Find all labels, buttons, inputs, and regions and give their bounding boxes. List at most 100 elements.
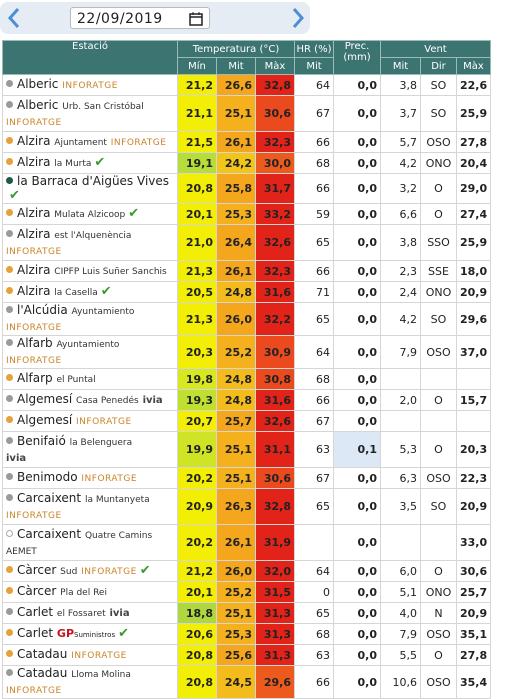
temp-max: 30,8 [255,368,295,390]
status-dot [6,80,13,87]
station-source: INFORATGE [6,510,62,521]
wind-mit: 3,5 [380,488,421,525]
station-name: Carlet [17,626,54,640]
status-dot [6,209,13,216]
station-source: INFORATGE [6,356,62,366]
wind-max: 30,6 [456,560,491,582]
humidity: 63 [294,431,334,468]
status-dot [6,629,13,636]
station-name: Alzira [17,155,51,169]
verified-check: ✔ [118,626,129,641]
status-dot [6,395,13,402]
station-source: ivia [109,608,130,619]
precipitation: 0,0 [333,389,381,411]
calendar-icon[interactable] [189,11,203,26]
station-name: Càrcer [17,563,57,577]
precipitation: 0,0 [333,131,381,153]
date-input[interactable]: 22/09/2019 [70,7,210,29]
station-cell: Alfarb Ayuntamiento INFORATGE [2,335,178,369]
station-name: Benimodo [17,470,78,484]
sub-header: Màx [255,57,295,75]
station-cell: Catadau Lloma Molina INFORATGE [2,665,178,699]
precipitation: 0,0 [333,203,381,225]
precipitation: 0,0 [333,368,381,390]
hr-header: HR (%) [294,40,334,58]
precipitation: 0,0 [333,302,381,336]
station-place: la Muntanyeta [84,494,150,505]
temp-mit: 26,1 [216,524,256,561]
wind-dir: O [420,389,457,411]
station-cell: Algemesí Casa Penedés ivia [2,389,178,411]
station-cell: Carlet GPSuministros ✔ [2,623,178,645]
humidity: 64 [294,335,334,369]
sub-header: Mit [380,57,421,75]
wind-mit: 6,3 [380,467,421,489]
station-row: Alzira CIPFP Luis Suñer Sanchis 21,3 26,1 3… [2,260,491,282]
station-name: Catadau [17,666,68,680]
temp-min: 20,6 [177,623,217,645]
temp-mit: 25,1 [216,602,256,624]
humidity: 67 [294,410,334,432]
wind-max: 33,0 [456,524,491,561]
status-dot [6,587,13,594]
status-dot [6,493,13,501]
temp-max: 32,8 [255,74,295,96]
wind-max: 20,9 [456,281,491,303]
wind-dir: SO [420,95,457,132]
temp-min: 21,3 [177,260,217,282]
station-cell: Alberic INFORATGE [2,74,178,96]
humidity: 64 [294,74,334,96]
station-source: INFORATGE [6,117,62,128]
station-name: Alberic [17,77,59,91]
next-day[interactable] [290,6,306,30]
station-cell: Carlet el Fossaret ivia [2,602,178,624]
wind-max: 15,7 [456,389,491,411]
wind-max: 20,4 [456,152,491,174]
temp-max: 32,3 [255,260,295,282]
station-place: Casa Penedés [76,396,139,406]
station-source: INFORATGE [6,323,62,333]
status-dot [6,137,13,144]
humidity: 65 [294,302,334,336]
temp-mit: 25,1 [216,431,256,468]
station-place: Lloma Molina [71,670,131,680]
wind-max: 20,9 [456,488,491,525]
precipitation: 0,0 [333,152,381,174]
status-dot [6,566,13,573]
station-row: Alzira Mulata Alzicoop ✔ 20,1 25,3 33,2 59 0,0… [2,203,491,225]
station-source: INFORATGE [62,81,118,91]
station-cell: Algemesí INFORATGE [2,410,178,432]
station-source: INFORATGE [81,474,138,484]
precipitation: 0,0 [333,410,381,432]
station-cell: Alberic Urb. San Cristóbal INFORATGE [2,95,178,132]
temp-min: 21,5 [177,131,217,153]
station-cell: Benifaió la Belenguera ivia [2,431,178,468]
wind-dir: OSO [420,131,457,153]
wind-max: 25,9 [456,224,491,261]
station-source: INFORATGE [110,138,167,148]
wind-mit: 5,1 [380,581,421,603]
station-source: INFORATGE [76,417,132,427]
temp-mit: 24,8 [216,389,256,411]
station-cell: Carcaixent Quatre Camins AEMET [2,524,178,561]
temp-min: 18,8 [177,602,217,624]
prev-day[interactable] [6,6,22,30]
precipitation: 0,0 [333,281,381,303]
precipitation: 0,0 [333,524,381,561]
temp-mit: 25,3 [216,203,256,225]
station-cell: Alzira Ajuntament INFORATGE [2,131,178,153]
wind-max: 22,6 [456,74,491,96]
temp-max: 32,3 [255,131,295,153]
station-row: l'Alcúdia Ayuntamiento INFORATGE 21,3 26,0… [2,302,491,336]
wind-dir: SSO [420,224,457,261]
temp-mit: 26,1 [216,131,256,153]
station-row: Carlet el Fossaret ivia 18,8 25,1 31,3 65 0,0… [2,602,491,624]
sub-header: Màx [456,57,491,75]
station-cell: Alzira CIPFP Luis Suñer Sanchis [2,260,178,282]
temp-mit: 25,3 [216,623,256,645]
station-name: Alzira [17,263,51,277]
sub-header: Mit [216,57,256,75]
temp-mit: 24,8 [216,281,256,303]
temp-min: 19,1 [177,152,217,174]
wind-dir: ONO [420,152,457,174]
